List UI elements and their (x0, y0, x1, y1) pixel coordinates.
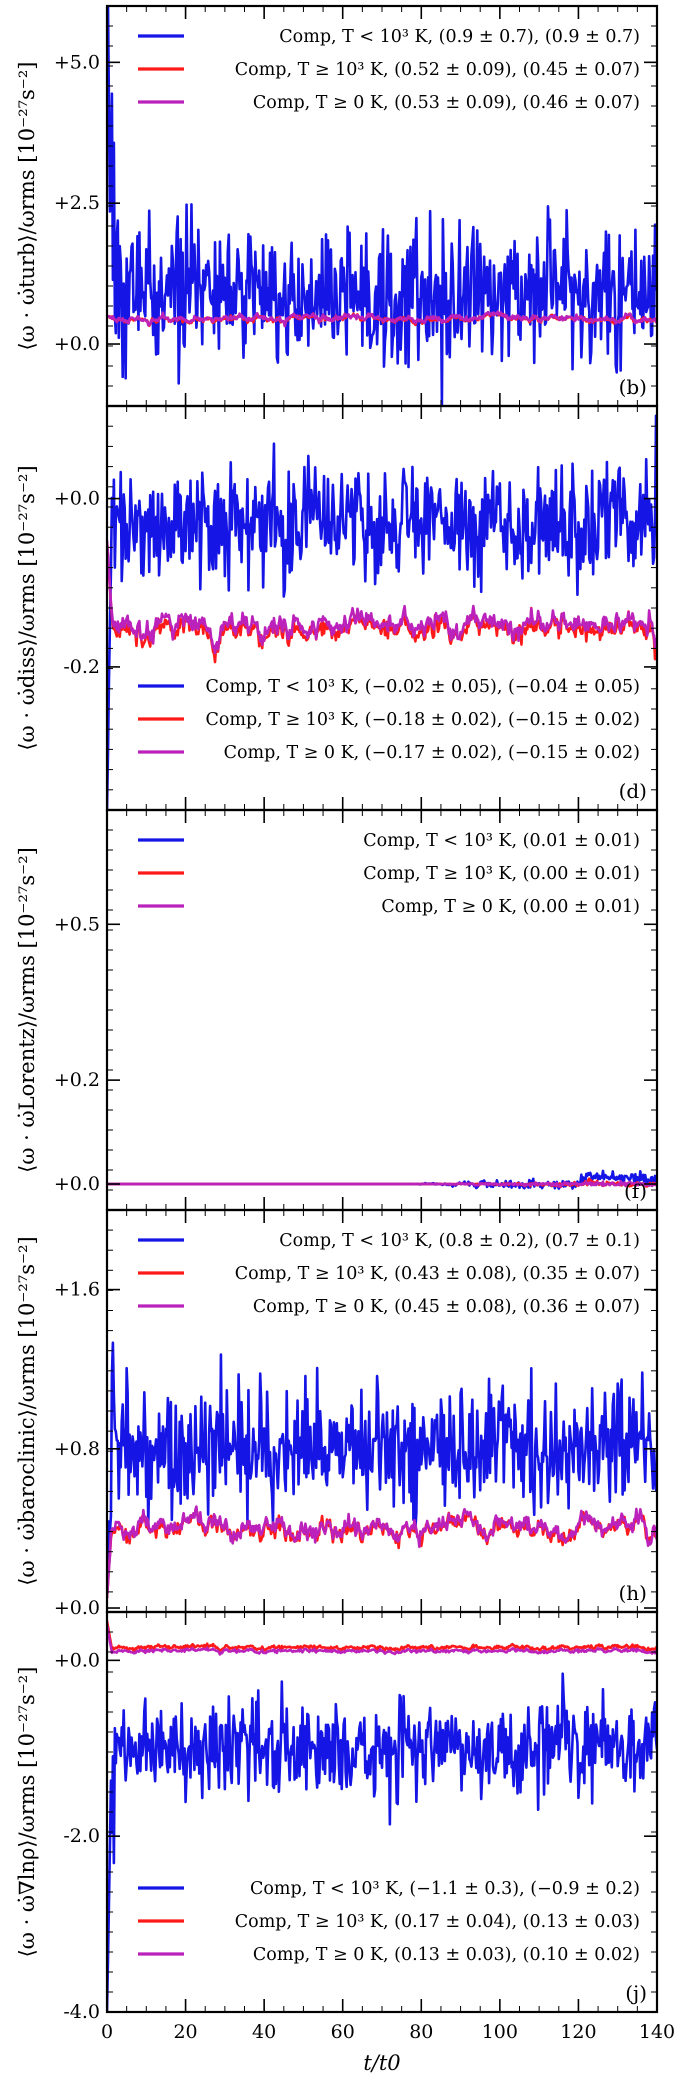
series-line-low (107, 1672, 657, 2012)
series-line-all (107, 1179, 657, 1188)
series-line-low (107, 1341, 657, 1599)
legend-entry: Comp, T ≥ 10³ K, (0.43 ± 0.08), (0.35 ± … (235, 1264, 640, 1284)
y-axis-label: ⟨ω · ω̇∇lnρ⟩/ωrms [10⁻²⁷s⁻²] (15, 1667, 39, 1958)
series-line-low (107, 1169, 657, 1190)
legend-entry: Comp, T < 10³ K, (0.8 ± 0.2), (0.7 ± 0.1… (279, 1231, 640, 1251)
y-tick-label: +0.0 (54, 1173, 100, 1195)
y-tick-label: -0.2 (63, 656, 100, 678)
x-tick-label: 100 (482, 2021, 518, 2043)
x-tick-label: 20 (173, 2021, 197, 2043)
series-line-all (107, 310, 657, 328)
x-tick-label: 120 (560, 2021, 596, 2043)
y-tick-label: +0.0 (54, 1597, 100, 1619)
x-tick-label: 60 (331, 2021, 355, 2043)
legend-entry: Comp, T ≥ 10³ K, (−0.18 ± 0.02), (−0.15 … (205, 710, 640, 730)
series-line-all (107, 540, 657, 655)
panel-3: +0.5 +0.2 +0.0 ⟨ω · ω̇Lorentz⟩/ωrms [10⁻²⁷s… (15, 808, 659, 1212)
y-tick-label: +0.8 (54, 1438, 100, 1460)
legend-entry: Comp, T ≥ 10³ K, (0.00 ± 0.01) (363, 864, 640, 884)
series-line-high (107, 1620, 657, 1653)
legend-entry: Comp, T ≥ 0 K, (0.45 ± 0.08), (0.36 ± 0.… (253, 1297, 640, 1317)
y-axis-label: ⟨ω · ω̇Lorentz⟩/ωrms [10⁻²⁷s⁻²] (15, 847, 39, 1173)
y-tick-label: +1.6 (54, 1279, 100, 1301)
panel-tag: (f) (624, 1179, 647, 1203)
y-axis-label: ⟨ω · ω̇turb⟩/ωrms [10⁻²⁷s⁻²] (15, 61, 39, 350)
legend-entry: Comp, T ≥ 0 K, (0.53 ± 0.09), (0.46 ± 0.… (253, 93, 640, 113)
x-axis-label: t/t0 (363, 2051, 400, 2075)
series-line-all (107, 1505, 657, 1599)
legend-entry: Comp, T ≥ 0 K, (0.13 ± 0.03), (0.10 ± 0.… (253, 1945, 640, 1965)
x-tick-label: 140 (639, 2021, 675, 2043)
panel-4: +1.6 +0.8 +0.0 ⟨ω · ω̇baroclinic⟩/ωrms [10⁻… (15, 1208, 659, 1619)
legend-entry: Comp, T < 10³ K, (0.9 ± 0.7), (0.9 ± 0.7… (279, 27, 640, 47)
panel-tag: (j) (625, 1981, 647, 2005)
y-axis-label: ⟨ω · ω̇diss⟩/ωrms [10⁻²⁷s⁻²] (15, 465, 39, 750)
legend-entry: Comp, T < 10³ K, (−1.1 ± 0.3), (−0.9 ± 0… (250, 1879, 640, 1899)
panel-tag: (d) (619, 779, 647, 803)
legend-entry: Comp, T ≥ 0 K, (−0.17 ± 0.02), (−0.15 ± … (224, 743, 640, 763)
x-tick-label: 40 (252, 2021, 276, 2043)
y-tick-label: +0.5 (54, 913, 100, 935)
y-tick-label: +0.0 (54, 488, 100, 510)
x-tick-label: 80 (409, 2021, 433, 2043)
legend-entry: Comp, T ≥ 10³ K, (0.52 ± 0.09), (0.45 ± … (235, 60, 640, 80)
panel-tag: (h) (619, 1581, 648, 1605)
y-tick-label: +0.0 (54, 1649, 100, 1671)
legend-entry: Comp, T < 10³ K, (0.01 ± 0.01) (363, 831, 640, 851)
panel-1: +5.0 +2.5 +0.0 ⟨ω · ω̇turb⟩/ωrms [10⁻²⁷s⁻²]… (15, 4, 659, 408)
y-tick-label: -4.0 (63, 2001, 100, 2023)
series-line-low (107, 414, 657, 810)
y-axis-label: ⟨ω · ω̇baroclinic⟩/ωrms [10⁻²⁷s⁻²] (15, 1236, 39, 1585)
y-tick-label: +5.0 (54, 51, 100, 73)
series-line-all (107, 1624, 657, 1656)
panel-tag: (b) (619, 375, 647, 399)
series-line-low (107, 6, 657, 406)
y-tick-label: +0.2 (54, 1069, 100, 1091)
panel-2: +0.0 -0.2 ⟨ω · ω̇diss⟩/ωrms [10⁻²⁷s⁻²] (d) C… (15, 404, 659, 812)
legend-entry: Comp, T ≥ 10³ K, (0.17 ± 0.04), (0.13 ± … (235, 1912, 640, 1932)
legend-entry: Comp, T ≥ 0 K, (0.00 ± 0.01) (381, 897, 640, 917)
legend-entry: Comp, T < 10³ K, (−0.02 ± 0.05), (−0.04 … (205, 677, 640, 697)
x-tick-label: 0 (101, 2021, 113, 2043)
y-tick-label: +2.5 (54, 192, 100, 214)
y-tick-label: -2.0 (63, 1825, 100, 1847)
y-tick-label: +0.0 (54, 333, 100, 355)
panel-5: +0.0 -2.0 -4.0 ⟨ω · ω̇∇lnρ⟩/ωrms [10⁻²⁷s⁻²]… (15, 1610, 659, 2023)
